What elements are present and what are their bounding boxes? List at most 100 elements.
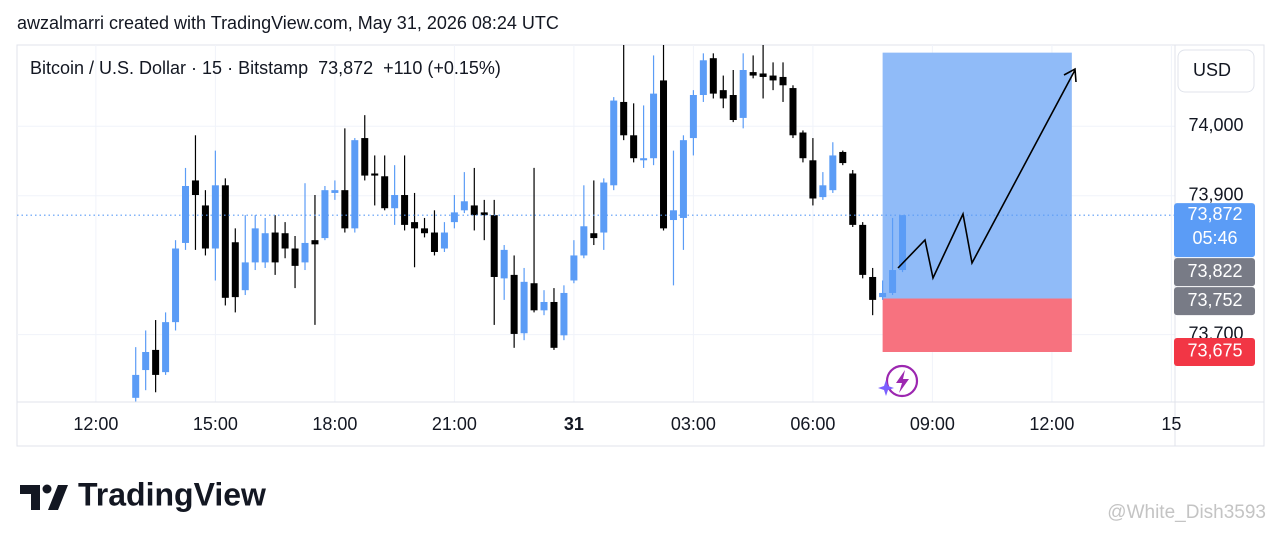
candle-body [500, 249, 508, 279]
x-tick-label: 18:00 [312, 414, 357, 434]
candle-body [809, 160, 817, 199]
candle-body [889, 270, 897, 293]
price-tag [1174, 337, 1255, 366]
current-price-tag [1174, 203, 1255, 258]
price-tag [1174, 287, 1255, 316]
candle-body [470, 205, 478, 216]
candle-body [630, 135, 638, 159]
candle-body [281, 233, 289, 249]
tradingview-logo: TradingView [20, 476, 266, 512]
candle-body [869, 276, 877, 300]
x-tick-label: 03:00 [671, 414, 716, 434]
symbol-legend: Bitcoin / U.S. Dollar · 15 · Bitstamp 73,… [30, 58, 501, 78]
position-layer [882, 52, 1072, 352]
candle-body [321, 190, 329, 239]
candle-body [480, 212, 488, 216]
price-tag-label: 73,752 [1187, 290, 1242, 310]
candle-body [221, 185, 229, 298]
candle-body [231, 242, 239, 298]
candle-body [142, 351, 150, 371]
candle-body [699, 60, 707, 96]
legend-change: +110 (+0.15%) [383, 58, 501, 78]
candle-layer [17, 45, 1175, 402]
candle-body [241, 262, 249, 291]
candle-body [899, 215, 907, 271]
candle-body [460, 201, 468, 211]
candle-body [162, 322, 170, 373]
candle-body [450, 212, 458, 223]
candle-body [401, 195, 409, 225]
candle-body [650, 93, 658, 159]
candle-body [580, 226, 588, 256]
candle-body [530, 283, 538, 311]
candle-body [879, 292, 887, 298]
candle-body [679, 140, 687, 218]
sparkle [878, 380, 894, 396]
candle-body [779, 76, 787, 86]
candle-body [430, 232, 438, 252]
logo-mark-dot [42, 484, 52, 494]
x-tick-label: 15 [1161, 414, 1181, 434]
candle-body [660, 80, 668, 229]
candle-body [411, 222, 419, 229]
candle-body [371, 173, 379, 176]
candle-body [729, 95, 737, 121]
drawing-layer [878, 67, 1077, 398]
candle-body [610, 100, 618, 186]
candle-body [849, 173, 857, 225]
x-tick-label: 12:00 [73, 414, 118, 434]
x-tick-label: 12:00 [1029, 414, 1074, 434]
candle-body [271, 232, 279, 263]
legend-price: 73,872 [318, 58, 373, 78]
candle-body [719, 90, 727, 99]
x-tick-label: 06:00 [790, 414, 835, 434]
candle-body [391, 195, 399, 209]
candle-body [769, 75, 777, 81]
candle-body [381, 176, 389, 209]
price-tag-label: 73,675 [1187, 341, 1242, 361]
candle-body [201, 205, 209, 249]
countdown-label: 05:46 [1192, 228, 1237, 248]
candle-body [709, 58, 717, 94]
arrow-head [1063, 67, 1077, 83]
candle-body [560, 292, 568, 336]
x-tick-label: 21:00 [432, 414, 477, 434]
current-price-label: 73,872 [1187, 204, 1242, 224]
candle-body [132, 374, 140, 398]
y-tick-label: 73,900 [1188, 184, 1243, 204]
header-caption: awzalmarri created with TradingView.com,… [17, 13, 559, 33]
candle-body [421, 228, 429, 234]
candle-body [261, 233, 269, 263]
candle-body [291, 248, 299, 266]
price-tag-label: 73,822 [1187, 261, 1242, 281]
candle-body [600, 182, 608, 233]
candle-body [689, 95, 697, 139]
currency-label: USD [1193, 60, 1231, 80]
candle-body [550, 301, 558, 348]
candle-body [640, 158, 648, 161]
watermark: @White_Dish3593 [1107, 502, 1266, 523]
x-tick-label: 31 [564, 414, 584, 434]
currency-button[interactable] [1177, 49, 1255, 93]
candle-body [739, 70, 747, 118]
candle-body [361, 138, 369, 176]
candle-body [620, 101, 628, 136]
candle-body [669, 210, 677, 221]
candle-body [172, 248, 180, 323]
candle-body [819, 185, 827, 198]
axis-layer: 12:00 15:00 18:00 21:00 31 03:00 06:00 09:00 12:… [73, 115, 1255, 434]
candle-body [152, 349, 160, 375]
chart-frame [16, 44, 1265, 447]
candle-body [211, 185, 219, 249]
candle-body [331, 190, 339, 193]
candle-body [570, 255, 578, 281]
lightning [896, 370, 909, 393]
logo-text: TradingView [78, 476, 266, 512]
candle-body [799, 132, 807, 159]
profit-zone [882, 52, 1072, 299]
candle-body [440, 232, 448, 249]
candle-body [749, 72, 757, 76]
candle-body [251, 228, 259, 263]
